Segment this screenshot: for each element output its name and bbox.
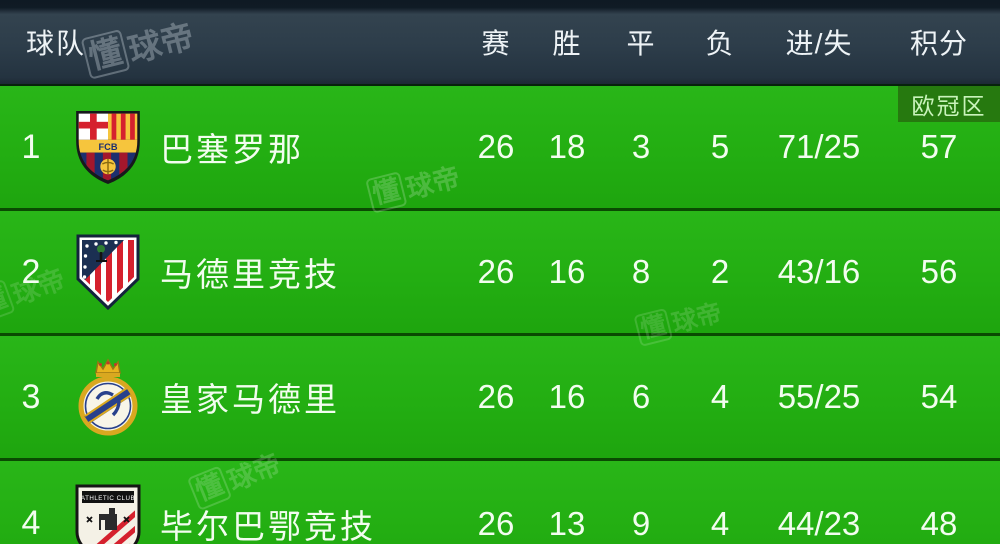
points-value: 56 xyxy=(920,253,958,290)
goals-value: 43/16 xyxy=(777,253,861,290)
team-name: 马德里竞技 xyxy=(160,256,340,293)
team-name: 巴塞罗那 xyxy=(160,131,304,168)
draws-value: 8 xyxy=(631,253,651,290)
crest-slot: ATHLETIC CLUB xyxy=(62,484,154,544)
losses-value: 4 xyxy=(710,378,730,415)
draws-value: 3 xyxy=(631,128,651,165)
crest-slot xyxy=(62,357,154,437)
losses-value: 4 xyxy=(710,504,730,542)
rank-number: 1 xyxy=(21,127,41,166)
crest-slot: FCB xyxy=(62,110,154,184)
losses-value: 2 xyxy=(710,253,730,290)
played-value: 26 xyxy=(477,128,515,165)
column-header-team: 球队 xyxy=(26,28,87,59)
table-header: 球队 赛 胜 平 负 进/失 积分 xyxy=(0,0,1000,86)
points-value: 57 xyxy=(920,128,958,165)
column-header-goals: 进/失 xyxy=(785,28,853,59)
real-crest-icon xyxy=(78,358,138,436)
column-header-points: 积分 xyxy=(909,28,968,59)
draws-value: 9 xyxy=(631,504,651,542)
column-header-losses: 负 xyxy=(705,28,735,59)
crest-slot xyxy=(62,234,154,310)
rank-number: 4 xyxy=(21,504,41,542)
points-value: 54 xyxy=(920,378,958,415)
goals-value: 44/23 xyxy=(777,504,861,542)
athletic-crest-text: ATHLETIC CLUB xyxy=(81,495,135,502)
column-header-draws: 平 xyxy=(626,28,656,59)
table-row[interactable]: 4 ATHLETIC CLUB 毕尔巴鄂竞技 26 13 9 4 44/23 4… xyxy=(0,461,1000,544)
losses-value: 5 xyxy=(710,128,730,165)
rank-number: 2 xyxy=(21,252,41,291)
wins-value: 13 xyxy=(548,504,586,542)
table-row[interactable]: 1 FCB 巴塞罗那 26 18 3 5 71/25 57 xyxy=(0,86,1000,211)
atletico-crest-icon xyxy=(76,234,140,310)
wins-value: 16 xyxy=(548,378,586,415)
table-row[interactable]: 3 皇家马德里 26 16 6 4 55/25 54 xyxy=(0,336,1000,461)
barcelona-crest-text: FCB xyxy=(98,142,117,152)
played-value: 26 xyxy=(477,378,515,415)
table-row[interactable]: 2 马德里竞技 26 16 8 2 43/16 5 xyxy=(0,211,1000,336)
team-name: 皇家马德里 xyxy=(160,381,340,418)
athletic-crest-icon: ATHLETIC CLUB xyxy=(75,484,141,544)
column-header-played: 赛 xyxy=(481,28,511,59)
team-name: 毕尔巴鄂竞技 xyxy=(160,507,376,544)
rank-number: 3 xyxy=(21,377,41,416)
played-value: 26 xyxy=(477,253,515,290)
draws-value: 6 xyxy=(631,378,651,415)
column-header-wins: 胜 xyxy=(552,28,582,59)
goals-value: 71/25 xyxy=(777,128,861,165)
wins-value: 18 xyxy=(548,128,586,165)
points-value: 48 xyxy=(920,504,958,542)
goals-value: 55/25 xyxy=(777,378,861,415)
standings-body: 1 FCB 巴塞罗那 26 18 3 5 71/25 57 2 xyxy=(0,86,1000,544)
champions-league-zone-badge: 欧冠区 xyxy=(898,86,1000,122)
wins-value: 16 xyxy=(548,253,586,290)
barcelona-crest-icon: FCB xyxy=(76,111,140,184)
played-value: 26 xyxy=(477,504,515,542)
